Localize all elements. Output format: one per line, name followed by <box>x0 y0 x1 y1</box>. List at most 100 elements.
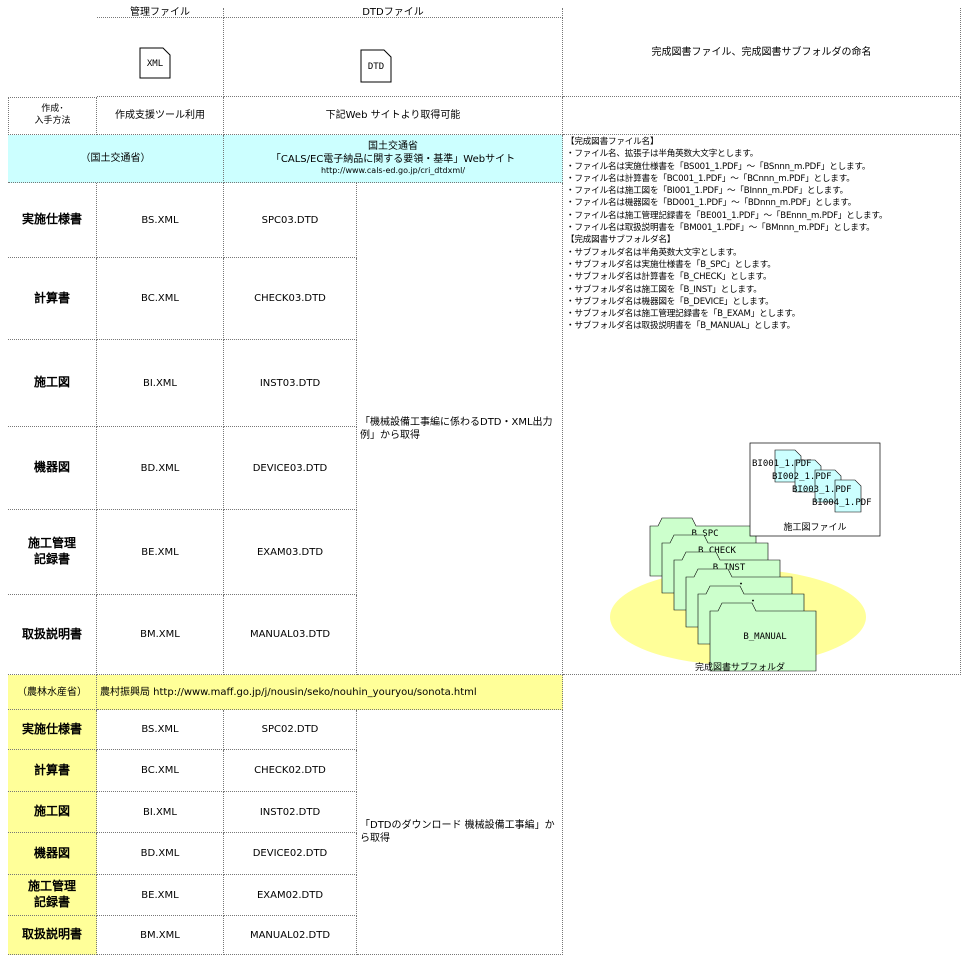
cell-text: 計算書 <box>33 290 70 305</box>
rule-line: ・ファイル名は実施仕様書を「BS001_1.PDF」～「BSnnn_m.PDF」… <box>566 161 871 172</box>
cell: 取扱説明書 <box>8 916 97 955</box>
cell: 施工図 <box>8 792 97 833</box>
cell: INST03.DTD <box>224 340 357 427</box>
rule-line: ・ファイル名は計算書を「BC001_1.PDF」～「BCnnn_m.PDF」とし… <box>566 173 855 184</box>
cell: BM.XML <box>97 595 224 675</box>
cell-text: 取扱説明書 <box>21 927 82 942</box>
cell: CHECK03.DTD <box>224 258 357 340</box>
cell: 取扱説明書 <box>8 595 97 675</box>
cell: DEVICE02.DTD <box>224 833 357 875</box>
cell-text: 取扱説明書 <box>21 626 82 641</box>
cell-text: BD.XML <box>140 462 180 474</box>
cell-text: 施工図 <box>33 804 70 819</box>
cell-text: BS.XML <box>141 214 179 226</box>
cell: BE.XML <box>97 875 224 916</box>
cell: 管理ファイル <box>97 7 224 18</box>
cell: 機器図 <box>8 833 97 875</box>
cell: 施工図 <box>8 340 97 427</box>
cell-text: BE.XML <box>141 546 179 558</box>
cell: 施工管理 記録書 <box>8 875 97 916</box>
cell: BC.XML <box>97 258 224 340</box>
cell <box>224 18 563 97</box>
cell-text: 機器図 <box>33 460 70 475</box>
rule-line: ・ファイル名、拡張子は半角英数大文字とします。 <box>566 149 759 160</box>
cell: 国土交通省 「CALS/EC電子納品に関する要領・基準」Webサイト http://… <box>224 135 563 183</box>
cell-text: BC.XML <box>141 765 179 776</box>
cell-text: http://www.cals-ed.go.jp/cri_dtdxml/ <box>320 166 466 176</box>
rule-line: 【完成図書サブフォルダ名】 <box>566 235 676 246</box>
cell: 機器図 <box>8 427 97 510</box>
cell-text: 施工管理 <box>27 879 76 894</box>
cell-text: 施工管理 <box>27 536 76 551</box>
cell-text: EXAM02.DTD <box>256 889 324 901</box>
cell-text: DEVICE03.DTD <box>252 462 328 474</box>
cell-text: （国土交通省） <box>80 153 151 164</box>
cell-text: SPC03.DTD <box>261 214 319 226</box>
cell-text: 下記Web サイトより取得可能 <box>325 110 461 121</box>
cell: （農林水産省） <box>8 675 97 710</box>
cell-text: EXAM03.DTD <box>256 546 324 558</box>
cell: DEVICE03.DTD <box>224 427 357 510</box>
cell: DTDファイル <box>224 7 563 18</box>
naming-rules: 【完成図書ファイル名】 ・ファイル名、拡張子は半角英数大文字とします。 ・ファイル名… <box>566 136 888 333</box>
cell: BD.XML <box>97 427 224 510</box>
cell-text: BM.XML <box>140 929 180 941</box>
cell-text: DTDファイル <box>362 7 424 18</box>
cell: BI.XML <box>97 792 224 833</box>
rule-line: ・サブフォルダ名は施工図を「B_INST」とします。 <box>566 284 762 295</box>
cell-text: BM.XML <box>140 629 180 640</box>
cell: 実施仕様書 <box>8 183 97 258</box>
cell-text: 記録書 <box>33 895 70 909</box>
cell: BD.XML <box>97 833 224 875</box>
cell: 施工管理 記録書 <box>8 510 97 595</box>
cell: 下記Web サイトより取得可能 <box>224 97 563 135</box>
cell: BM.XML <box>97 916 224 955</box>
cell: MANUAL03.DTD <box>224 595 357 675</box>
rule-line: ・サブフォルダ名は半角英数大文字とします。 <box>566 247 742 258</box>
cell-text: BI.XML <box>142 806 178 818</box>
cell-text: INST03.DTD <box>259 377 321 389</box>
cell: 計算書 <box>8 750 97 792</box>
cell-text: 機器図 <box>33 845 70 860</box>
rule-line: ・サブフォルダ名は取扱説明書を「B_MANUAL」とします。 <box>566 321 796 332</box>
cell <box>97 18 224 97</box>
cell-text: （農林水産省） <box>17 686 87 698</box>
rule-line: ・ファイル名は機器図を「BD001_1.PDF」～「BDnnn_m.PDF」とし… <box>566 198 857 209</box>
cell-text: DEVICE02.DTD <box>252 848 328 859</box>
cell: SPC03.DTD <box>224 183 357 258</box>
cell: 「機械設備工事編に係わるDTD・XML出力例」から取得 <box>357 183 563 675</box>
rule-line: ・サブフォルダ名は計算書を「B_CHECK」とします。 <box>566 272 772 283</box>
cell-text: 「DTDのダウンロード 機械設備工事編」から取得 <box>360 820 555 844</box>
cell-text: 「CALS/EC電子納品に関する要領・基準」Webサイト <box>270 154 516 166</box>
cell-text: 「機械設備工事編に係わるDTD・XML出力例」から取得 <box>360 416 553 441</box>
cell-text: BS.XML <box>141 724 179 735</box>
cell-text: 計算書 <box>33 762 70 777</box>
cell: 計算書 <box>8 258 97 340</box>
cell-text: MANUAL02.DTD <box>249 929 331 941</box>
cell-text: CHECK02.DTD <box>254 765 326 776</box>
rule-line: ・サブフォルダ名は施工管理記録書を「B_EXAM」とします。 <box>566 309 801 320</box>
cell: （国土交通省） <box>8 135 224 183</box>
cell: 「DTDのダウンロード 機械設備工事編」から取得 <box>357 710 563 955</box>
cell: BI.XML <box>97 340 224 427</box>
cell: 完成図書ファイル、完成図書サブフォルダの命名 <box>563 8 961 97</box>
cell: SPC02.DTD <box>224 710 357 750</box>
cell-text: 実施仕様書 <box>21 212 82 227</box>
cell-text: BC.XML <box>141 293 179 304</box>
rule-line: 【完成図書ファイル名】 <box>566 137 659 147</box>
cell-text: MANUAL03.DTD <box>249 629 331 640</box>
cell-text: BI.XML <box>142 377 178 389</box>
cell-text: 作成･ <box>41 104 64 115</box>
cell-text: BD.XML <box>140 848 180 859</box>
cell-text: 記録書 <box>33 552 70 566</box>
cell: INST02.DTD <box>224 792 357 833</box>
rule-line: ・ファイル名は取扱説明書を「BM001_1.PDF」～「BMnnn_m.PDF」… <box>566 223 875 234</box>
cell-text: 入手方法 <box>34 116 71 126</box>
cell-text: INST02.DTD <box>259 806 321 818</box>
cell-text: SPC02.DTD <box>261 724 319 735</box>
cell: 作成･ 入手方法 <box>8 97 97 135</box>
rule-line: ・ファイル名は施工図を「BI001_1.PDF」～「BInnn_m.PDF」とし… <box>566 186 848 197</box>
cell-text: 施工図 <box>33 375 70 390</box>
cell: BS.XML <box>97 710 224 750</box>
